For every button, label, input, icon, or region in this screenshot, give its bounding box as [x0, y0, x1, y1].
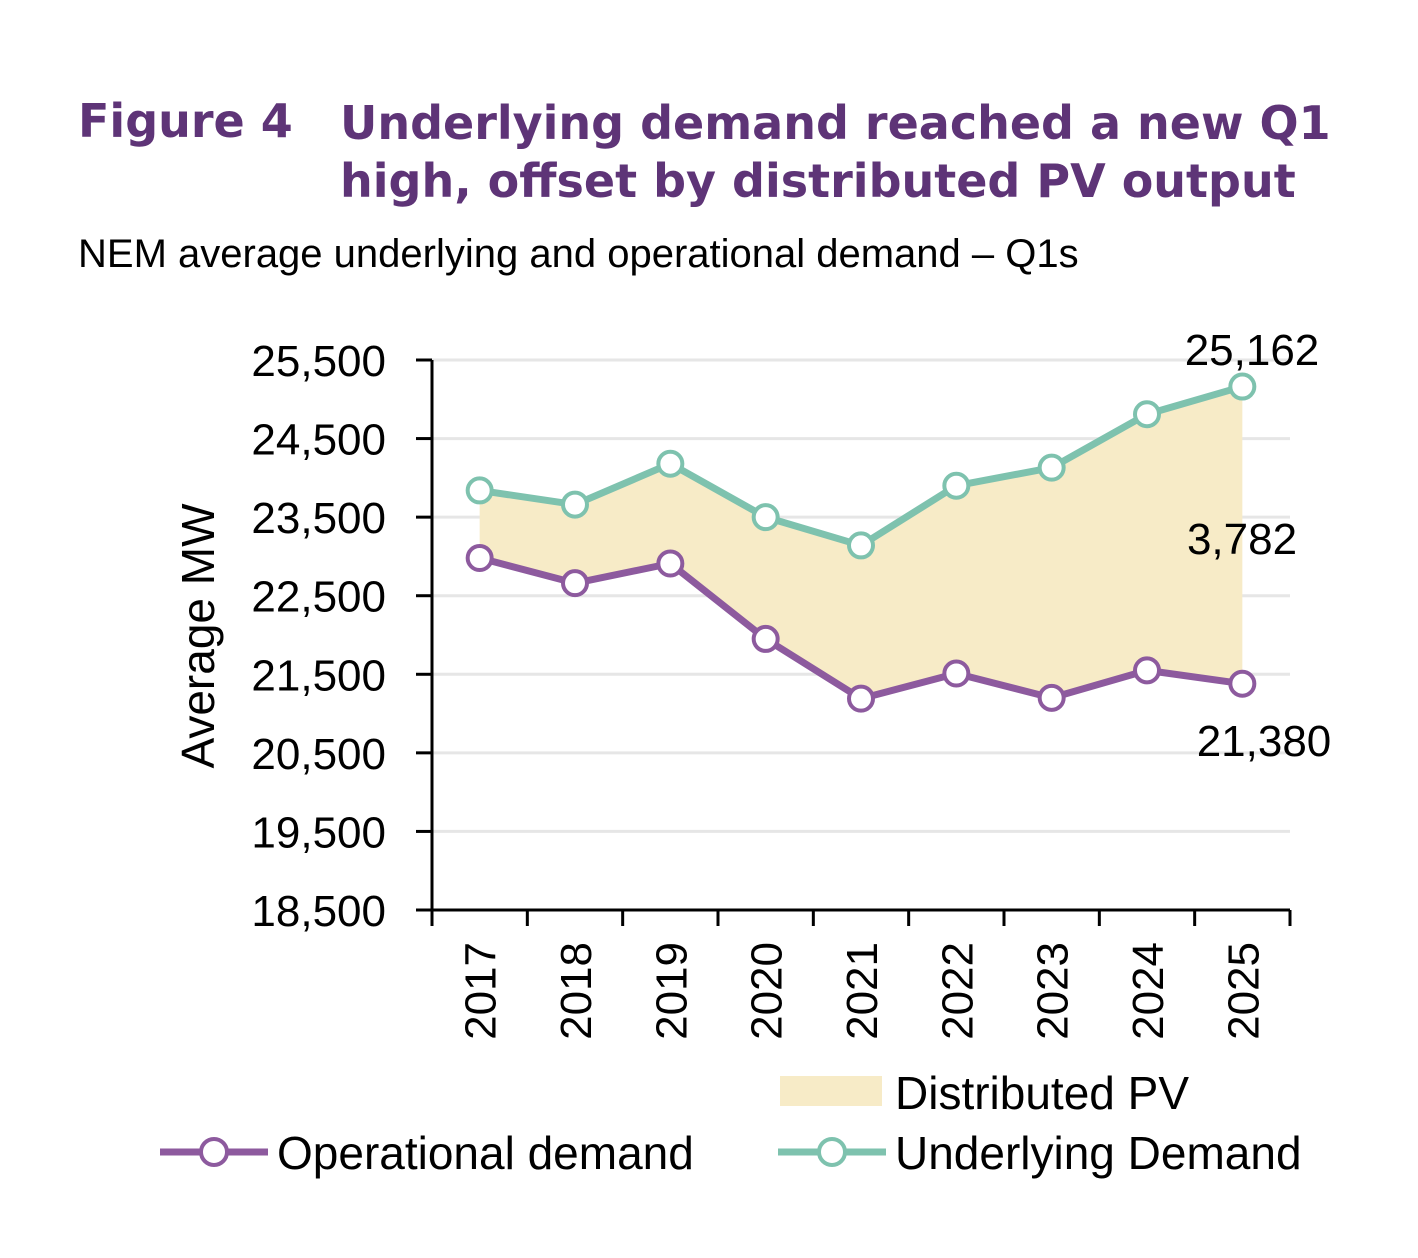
operational-demand-point	[751, 624, 780, 653]
underlying-demand-point	[1228, 372, 1257, 401]
legend-label-pv: Distributed PV	[895, 1067, 1190, 1119]
y-tick-label: 19,500	[251, 808, 386, 857]
y-tick-label: 23,500	[251, 494, 386, 543]
pv-swatch	[780, 1076, 882, 1106]
x-tick-label: 2021	[838, 942, 887, 1040]
x-tick-label: 2020	[743, 942, 792, 1040]
annotation-pv-gap: 3,782	[1187, 515, 1297, 564]
annotation-operational-2025: 21,380	[1197, 717, 1332, 766]
y-tick-label: 22,500	[251, 573, 386, 622]
x-tick-label: 2019	[647, 942, 696, 1040]
x-tick-label: 2023	[1029, 942, 1078, 1040]
underlying-demand-point	[751, 503, 780, 532]
axes	[416, 358, 1292, 926]
operational-demand-point	[1037, 683, 1066, 712]
annotation-underlying-2025: 25,162	[1185, 326, 1320, 375]
operational-demand-point	[1133, 656, 1161, 685]
operational-demand-point	[847, 684, 875, 713]
operational-swatch	[160, 1137, 268, 1167]
y-tick-label: 25,500	[251, 337, 386, 386]
legend-label-underlying: Underlying Demand	[895, 1127, 1302, 1179]
x-tick-label: 2025	[1219, 942, 1268, 1040]
figure-title: Underlying demand reached a new Q1 high,…	[340, 96, 1331, 208]
x-tick-label: 2018	[552, 942, 601, 1040]
legend-label-operational: Operational demand	[277, 1127, 694, 1179]
operational-demand-point	[1228, 669, 1257, 698]
x-tick-label: 2022	[933, 942, 982, 1040]
y-tick-label: 20,500	[251, 730, 386, 779]
underlying-demand-point	[1037, 453, 1066, 482]
y-tick-label: 21,500	[251, 651, 386, 700]
axis-labels: 25,500 24,500 23,500 22,500 21,500 20,500 19,5…	[251, 337, 1268, 1040]
y-tick-label: 18,500	[251, 887, 386, 936]
operational-demand-point	[465, 544, 494, 572]
underlying-demand-point	[656, 449, 685, 478]
figure-label: Figure 4	[78, 94, 293, 148]
underlying-demand-point	[561, 490, 589, 519]
underlying-demand-point	[1133, 400, 1161, 429]
y-axis-label: Average MW	[172, 503, 224, 769]
operational-demand-point	[656, 549, 685, 578]
series-lines	[465, 372, 1257, 713]
operational-demand-point	[561, 569, 589, 598]
underlying-demand-point	[942, 471, 971, 500]
x-tick-label: 2024	[1124, 942, 1173, 1040]
y-tick-label: 24,500	[251, 416, 386, 465]
underlying-demand-point	[465, 476, 494, 505]
underlying-swatch	[778, 1137, 886, 1167]
x-tick-label: 2017	[457, 942, 506, 1040]
operational-demand-point	[942, 659, 971, 688]
underlying-demand-point	[847, 531, 875, 560]
chart-subtitle: NEM average underlying and operational d…	[78, 232, 1079, 276]
